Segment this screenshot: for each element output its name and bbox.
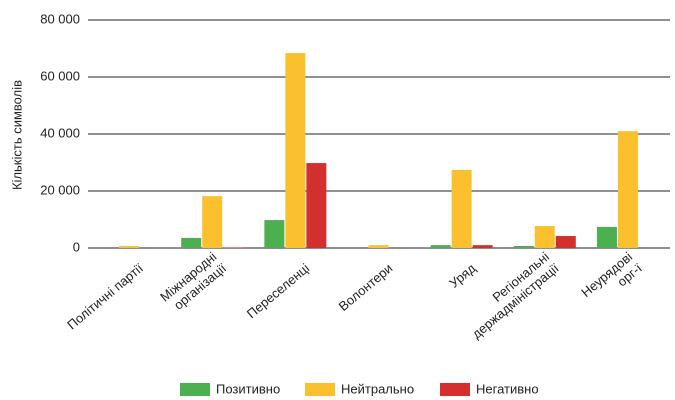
bar [534,226,555,248]
legend-label: Негативно [476,381,539,396]
x-tick-label: Регіональнідержадміністрації [459,249,562,342]
legend-label: Позитивно [216,381,280,396]
y-tick-label: 40 000 [40,125,80,140]
bar [285,53,306,249]
bar [617,131,638,248]
bar [202,196,223,248]
bar [430,245,451,248]
bar [472,245,493,248]
x-tick-label: Переселенці [244,260,312,321]
legend-swatch [180,383,210,396]
bar [513,246,534,248]
bar [555,236,576,248]
bar [596,226,617,248]
y-axis-label: Кількість символів [9,80,24,190]
legend-swatch [305,383,335,396]
bar [119,246,140,248]
bar [223,247,244,248]
x-tick-label-line: Переселенці [244,260,312,321]
y-tick-label: 20 000 [40,182,80,197]
bar [368,245,389,248]
x-tick-label: Міжнародніорганізації [157,249,229,316]
y-tick-label: 0 [73,239,80,254]
x-tick-label: Волонтери [336,260,396,313]
bar [451,169,472,248]
bar [264,220,285,248]
x-tick-label: Уряд [446,260,478,291]
x-tick-label-line: Уряд [446,260,478,291]
y-tick-label: 60 000 [40,68,80,83]
x-tick-label: Неурядовіорг-ї [578,249,645,312]
x-tick-label-line: Політичні партії [64,260,146,332]
legend-label: Нейтрально [341,381,414,396]
x-tick-label-line: Волонтери [336,260,396,313]
bar [306,163,327,248]
bar [181,238,202,248]
legend-swatch [440,383,470,396]
x-tick-label: Політичні партії [64,260,146,332]
y-tick-label: 80 000 [40,11,80,26]
